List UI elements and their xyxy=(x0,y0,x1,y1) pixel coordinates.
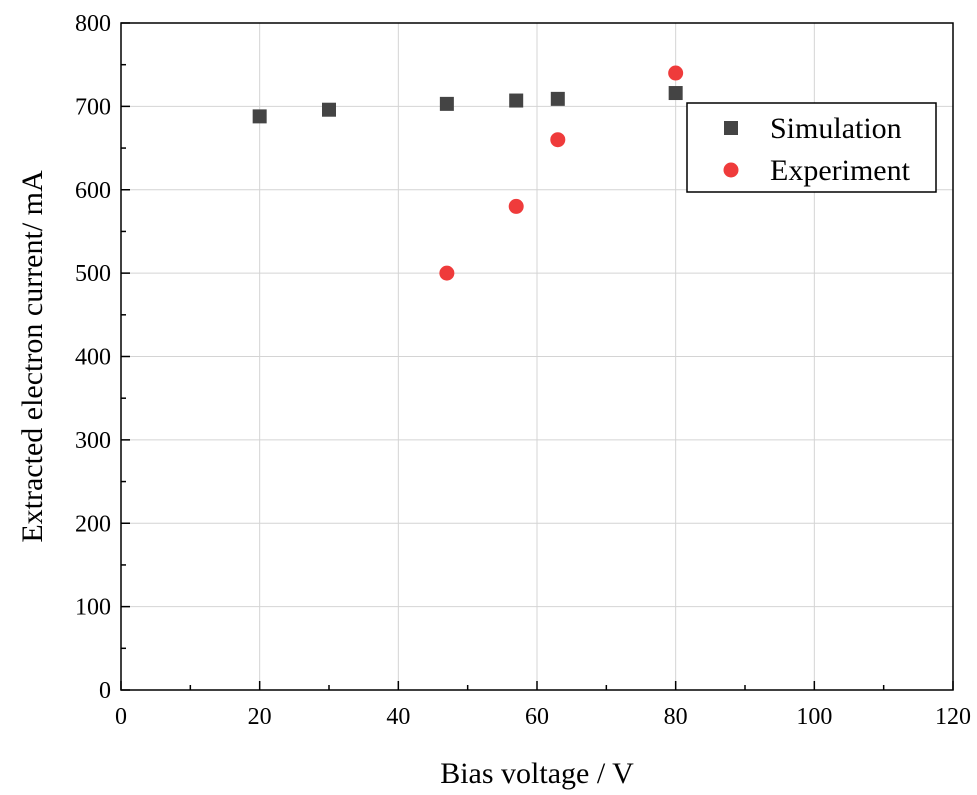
legend-label-experiment: Experiment xyxy=(770,154,911,187)
x-tick-label: 120 xyxy=(935,704,971,730)
experiment-point xyxy=(550,132,566,148)
simulation-point xyxy=(322,102,336,117)
x-tick-label: 40 xyxy=(386,704,410,730)
y-tick-label: 0 xyxy=(99,678,111,704)
plot-frame xyxy=(120,22,954,691)
y-tick-label: 300 xyxy=(75,428,111,454)
y-tick-label: 400 xyxy=(75,345,111,371)
y-axis-title: Extracted electron current/ mA xyxy=(16,170,49,543)
legend: Simulation Experiment xyxy=(686,102,937,193)
y-tick-label: 600 xyxy=(75,178,111,204)
y-tick-label: 100 xyxy=(75,595,111,621)
simulation-point xyxy=(550,91,565,106)
legend-marker-simulation xyxy=(724,121,738,135)
data-points xyxy=(252,65,684,281)
x-tick-labels: 0 20 40 60 80 100 120 xyxy=(115,704,971,730)
legend-label-simulation: Simulation xyxy=(770,112,902,145)
y-tick-label: 500 xyxy=(75,261,111,287)
x-tick-label: 100 xyxy=(796,704,832,730)
y-tick-label: 700 xyxy=(75,94,111,120)
x-tick-label: 80 xyxy=(664,704,688,730)
x-tick-label: 60 xyxy=(525,704,549,730)
grid xyxy=(121,23,953,690)
experiment-point xyxy=(439,265,455,281)
experiment-point xyxy=(508,198,524,214)
legend-box xyxy=(686,102,937,193)
x-tick-label: 0 xyxy=(115,704,127,730)
y-tick-label: 200 xyxy=(75,511,111,537)
simulation-point xyxy=(668,86,683,101)
y-tick-label: 800 xyxy=(75,11,111,37)
simulation-point xyxy=(252,109,267,124)
x-tick-label: 20 xyxy=(248,704,272,730)
simulation-point xyxy=(509,93,524,108)
experiment-point xyxy=(668,65,684,81)
legend-marker-experiment xyxy=(723,162,739,178)
x-axis-title: Bias voltage / V xyxy=(440,757,634,790)
simulation-point xyxy=(439,96,454,111)
y-tick-labels: 0 100 200 300 400 500 600 700 800 xyxy=(75,11,111,704)
